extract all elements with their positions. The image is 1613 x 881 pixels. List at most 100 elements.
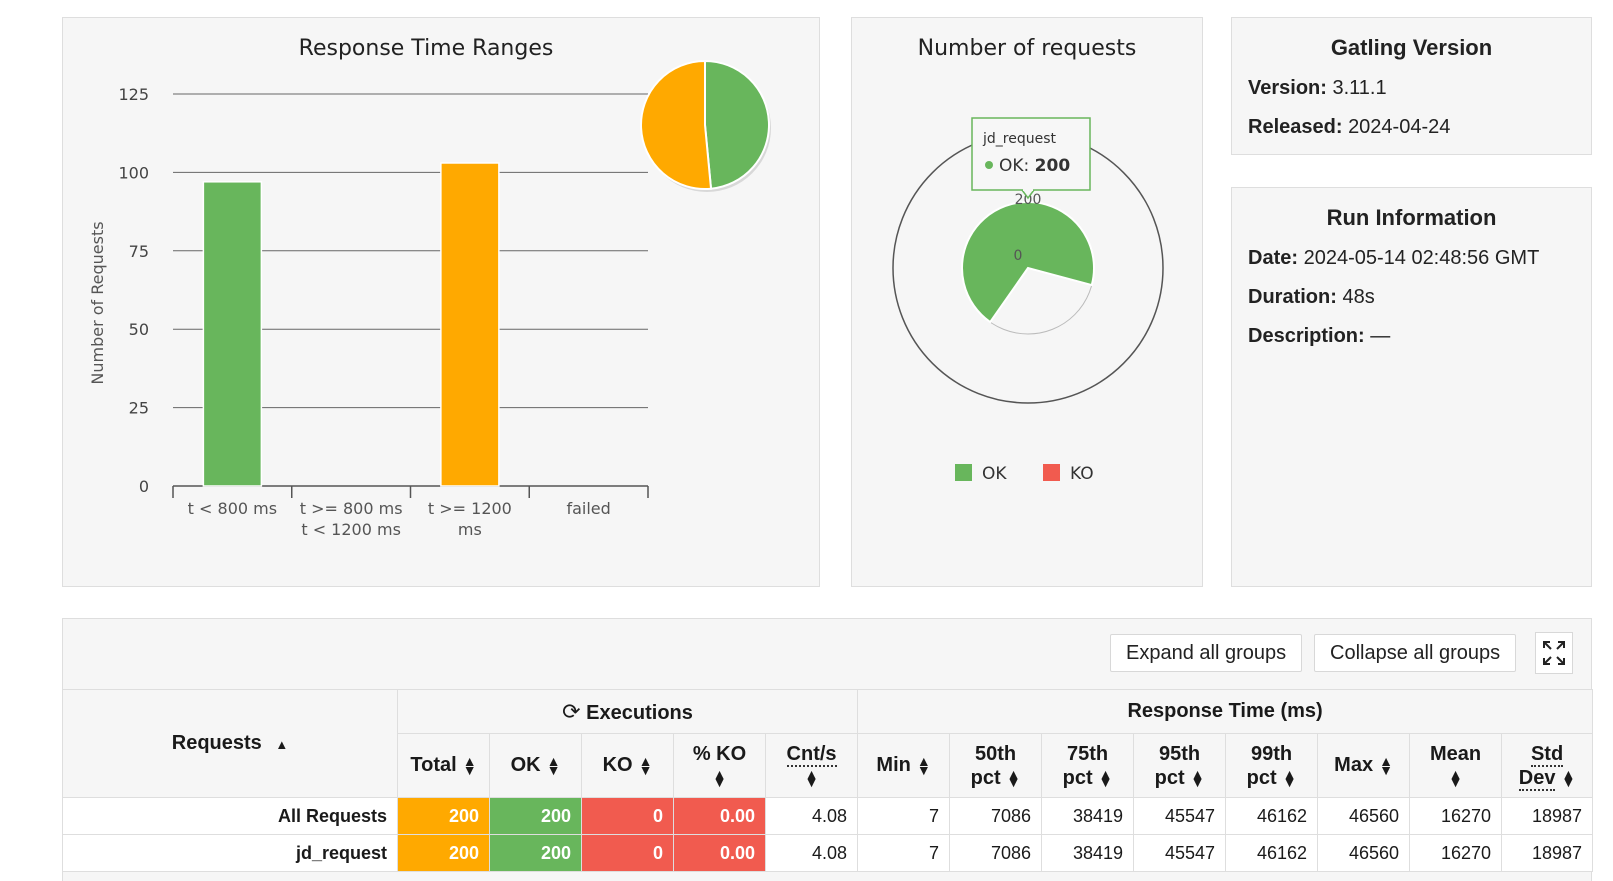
col-cnts-label: Cnt/s [786, 742, 837, 767]
ok-slice[interactable] [961, 201, 1095, 324]
tooltip: jd_request OK: 200 [971, 117, 1091, 200]
col-pko-header[interactable]: % KO ▲ ▼ [673, 733, 766, 798]
col-max-header[interactable]: Max ▲ ▼ [1317, 733, 1411, 798]
col-p95-label: 95th [1159, 742, 1201, 765]
col-ok-label: OK [510, 754, 541, 776]
cell-total: 200 [397, 797, 490, 835]
cell-p99: 46162 [1225, 797, 1319, 835]
sort-icon: ▲ ▼ [916, 753, 931, 778]
number-of-requests-chart: 200 0 jd_request OK: 200 OK KO [892, 117, 1164, 484]
cell-cnts: 4.08 [764, 797, 859, 835]
executions-header-label: Executions [586, 701, 693, 724]
sort-icon: ▲ ▼ [638, 753, 653, 778]
col-dev-label: Dev [1518, 766, 1556, 791]
collapse-all-groups-button[interactable]: Collapse all groups [1314, 634, 1517, 672]
col-p50-label: 50th [975, 742, 1017, 765]
version-row: Version: 3.11.1 [1248, 77, 1591, 100]
row-name[interactable]: jd_request [62, 834, 398, 872]
refresh-icon: ⟳ [562, 698, 581, 724]
sort-icon: ▲ ▼ [1190, 765, 1205, 791]
pie-slice[interactable] [640, 59, 713, 190]
bar[interactable] [440, 162, 500, 487]
cell-pko: 0.00 [673, 834, 766, 872]
y-tick-label: 0 [139, 477, 149, 496]
y-tick-label: 25 [129, 399, 149, 418]
cell-p50: 7086 [949, 797, 1043, 835]
col-std-label: Std [1530, 742, 1564, 767]
y-tick-label: 100 [118, 163, 149, 182]
sort-icon: ▲ ▼ [462, 753, 477, 778]
col-mean-label: Mean [1430, 742, 1482, 765]
table-row[interactable]: All Requests 200 200 0 0.00 4.08 7 7086 … [62, 797, 1594, 835]
col-p75-header[interactable]: 75th pct ▲ ▼ [1041, 733, 1135, 798]
tooltip-value: 200 [1035, 156, 1071, 176]
x-tick-label: t >= 800 ms [300, 499, 403, 518]
date-value: 2024-05-14 02:48:56 GMT [1303, 247, 1540, 269]
cell-p50: 7086 [949, 834, 1043, 872]
response-time-ranges-title: Response Time Ranges [298, 36, 554, 61]
sort-icon: ▲ ▼ [1282, 765, 1297, 791]
col-min-label: Min [876, 754, 911, 776]
y-axis-label: Number of Requests [88, 221, 107, 384]
col-cnts-header[interactable]: Cnt/s ▲ ▼ [764, 733, 859, 798]
response-time-header: Response Time (ms) [857, 689, 1594, 734]
x-tick-label: failed [566, 499, 610, 518]
description-value: — [1370, 325, 1391, 347]
col-std-header[interactable]: Std Dev ▲ ▼ [1501, 733, 1594, 798]
requests-header-label: Requests [171, 732, 262, 754]
tooltip-line: OK: 200 [999, 156, 1070, 176]
table-row[interactable]: jd_request 200 200 0 0.00 4.08 7 7086 38… [62, 834, 1594, 872]
row-name[interactable]: All Requests [62, 797, 398, 835]
x-tick-label: t < 1200 ms [301, 520, 401, 539]
col-p99-header[interactable]: 99th pct ▲ ▼ [1225, 733, 1319, 798]
requests-header[interactable]: Requests ▲ [62, 689, 398, 798]
legend-ok-label[interactable]: OK [982, 464, 1007, 484]
expand-all-groups-button[interactable]: Expand all groups [1110, 634, 1303, 672]
cell-ok: 200 [489, 834, 582, 872]
col-pct-label: pct [970, 766, 1001, 789]
run-information-title: Run Information [1326, 205, 1497, 230]
cell-min: 7 [857, 797, 951, 835]
fullscreen-button[interactable] [1535, 632, 1573, 674]
legend-ok-swatch [955, 464, 972, 481]
tooltip-series: OK: [999, 156, 1035, 176]
version-value: 3.11.1 [1332, 77, 1387, 99]
gatling-version-panel: Gatling Version Version: 3.11.1 Released… [1231, 17, 1592, 155]
col-min-header[interactable]: Min ▲ ▼ [857, 733, 951, 798]
gatling-version-title: Gatling Version [1330, 35, 1493, 60]
description-label: Description: [1248, 325, 1365, 347]
tooltip-dot [985, 161, 993, 169]
sort-icon: ▲ ▼ [1561, 765, 1576, 791]
executions-header: ⟳ Executions [396, 689, 859, 734]
legend-ko-label[interactable]: KO [1070, 464, 1094, 484]
cell-max: 46560 [1317, 797, 1411, 835]
cell-min: 7 [857, 834, 951, 872]
cell-pko: 0.00 [673, 797, 766, 835]
sort-icon: ▲ ▼ [1098, 765, 1113, 791]
sort-icon: ▲ ▼ [1006, 765, 1021, 791]
col-ko-header[interactable]: KO ▲ ▼ [581, 733, 674, 798]
cell-p75: 38419 [1041, 797, 1135, 835]
col-ok-header[interactable]: OK ▲ ▼ [489, 733, 582, 798]
x-tick-label: ms [458, 520, 482, 539]
released-row: Released: 2024-04-24 [1248, 116, 1591, 139]
col-total-header[interactable]: Total ▲ ▼ [397, 733, 490, 798]
sort-icon: ▲ ▼ [1379, 753, 1393, 778]
col-p50-header[interactable]: 50th pct ▲ ▼ [949, 733, 1043, 798]
duration-value: 48s [1342, 286, 1375, 308]
cell-total: 200 [397, 834, 490, 872]
released-label: Released: [1248, 116, 1343, 138]
col-p95-header[interactable]: 95th pct ▲ ▼ [1133, 733, 1227, 798]
y-tick-label: 50 [129, 320, 149, 339]
legend: OK KO [955, 464, 1094, 484]
duration-row: Duration: 48s [1248, 286, 1591, 309]
bar[interactable] [202, 181, 263, 487]
cell-p75: 38419 [1041, 834, 1135, 872]
pie-slice[interactable] [704, 59, 770, 190]
sort-icon: ▲ ▼ [1448, 765, 1463, 791]
y-tick-label: 75 [129, 242, 149, 261]
y-tick-label: 125 [118, 85, 149, 104]
col-max-label: Max [1334, 754, 1374, 776]
col-mean-header[interactable]: Mean ▲ ▼ [1409, 733, 1503, 798]
cell-p95: 45547 [1133, 797, 1227, 835]
